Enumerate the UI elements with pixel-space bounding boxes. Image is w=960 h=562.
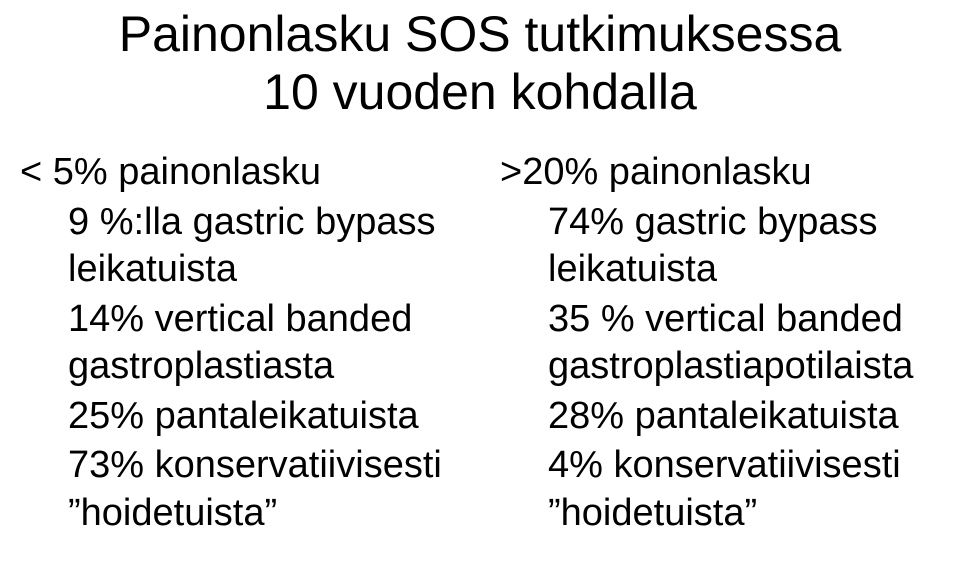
list-item: 28% pantaleikatuista xyxy=(500,393,940,441)
list-item: 4% konservatiivisesti ”hoidetuista” xyxy=(500,442,940,537)
columns: < 5% painonlasku 9 %:lla gastric bypass … xyxy=(0,149,960,537)
left-head: < 5% painonlasku xyxy=(20,149,460,197)
list-item: 74% gastric bypass leikatuista xyxy=(500,199,940,294)
slide: Painonlasku SOS tutkimuksessa 10 vuoden … xyxy=(0,0,960,562)
list-item: 14% vertical banded gastroplastiasta xyxy=(20,296,460,391)
list-item: 9 %:lla gastric bypass leikatuista xyxy=(20,199,460,294)
title-line-1: Painonlasku SOS tutkimuksessa xyxy=(119,6,842,62)
right-head: >20% painonlasku xyxy=(500,149,940,197)
title-line-2: 10 vuoden kohdalla xyxy=(263,64,697,120)
list-item: 25% pantaleikatuista xyxy=(20,393,460,441)
slide-title: Painonlasku SOS tutkimuksessa 10 vuoden … xyxy=(0,0,960,121)
left-column: < 5% painonlasku 9 %:lla gastric bypass … xyxy=(12,149,480,537)
right-column: >20% painonlasku 74% gastric bypass leik… xyxy=(480,149,948,537)
list-item: 35 % vertical banded gastroplastiapotila… xyxy=(500,296,940,391)
list-item: 73% konservatiivisesti ”hoidetuista” xyxy=(20,442,460,537)
